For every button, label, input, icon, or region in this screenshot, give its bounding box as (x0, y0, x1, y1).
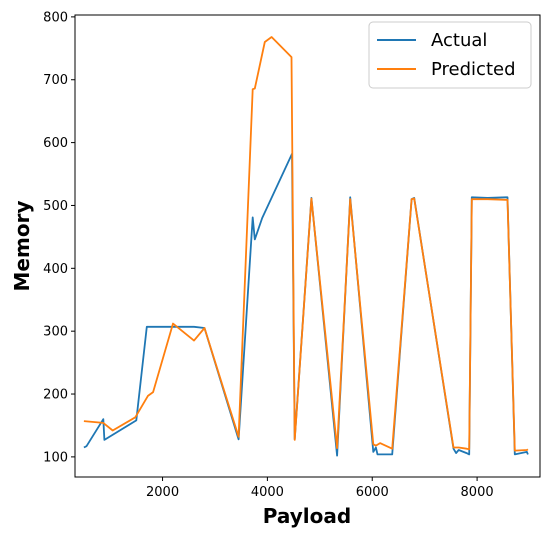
y-axis-label: Memory (10, 201, 34, 292)
plot-lines (83, 36, 529, 457)
x-tick-label: 2000 (146, 485, 179, 500)
series-line-predicted (83, 36, 529, 452)
y-tick-label: 400 (43, 262, 68, 277)
x-tick-label: 6000 (356, 485, 389, 500)
y-tick-label: 700 (43, 73, 68, 88)
x-axis: 2000 4000 6000 8000 (146, 477, 494, 500)
legend-box (368, 21, 532, 89)
y-tick-label: 800 (43, 10, 68, 25)
y-tick-label: 200 (43, 388, 68, 403)
y-axis: 100 200 300 400 500 600 700 800 (43, 10, 75, 465)
legend-label-actual: Actual (431, 30, 487, 51)
series-line-actual (83, 152, 529, 457)
y-tick-label: 500 (43, 199, 68, 214)
plot-area-frame (74, 14, 541, 478)
y-tick-label: 100 (43, 450, 68, 465)
y-tick-label: 300 (43, 325, 68, 340)
x-axis-label: Payload (263, 504, 351, 528)
y-tick-label: 600 (43, 136, 68, 151)
x-tick-label: 8000 (461, 485, 494, 500)
legend-label-predicted: Predicted (431, 59, 516, 80)
legend: Actual Predicted (368, 21, 532, 89)
x-tick-label: 4000 (251, 485, 284, 500)
